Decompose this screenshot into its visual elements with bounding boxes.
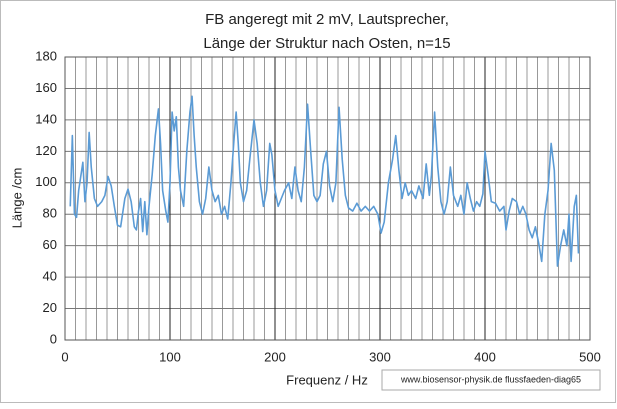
x-axis-label: Frequenz / Hz bbox=[286, 372, 368, 387]
y-tick-label: 80 bbox=[43, 206, 57, 221]
y-tick-label: 40 bbox=[43, 269, 57, 284]
x-tick-label: 100 bbox=[159, 349, 181, 364]
line bbox=[69, 95, 580, 267]
y-tick-label: 100 bbox=[35, 174, 57, 189]
y-tick-label: 20 bbox=[43, 300, 57, 315]
chart-title: FB angeregt mit 2 mV, Lautsprecher, bbox=[205, 11, 449, 28]
y-tick-label: 140 bbox=[35, 111, 57, 126]
plot-frame bbox=[64, 56, 591, 341]
x-tick-label: 400 bbox=[474, 349, 496, 364]
y-tick-label: 120 bbox=[35, 143, 57, 158]
x-tick-label: 0 bbox=[61, 349, 68, 364]
y-axis-label: Länge /cm bbox=[9, 168, 24, 229]
y-tick-label: 160 bbox=[35, 80, 57, 95]
annotation-box bbox=[381, 369, 601, 391]
y-tick-label: 60 bbox=[43, 237, 57, 252]
y-tick-label: 180 bbox=[35, 48, 57, 63]
y-tick-label: 0 bbox=[50, 331, 57, 346]
x-tick-label: 300 bbox=[369, 349, 391, 364]
annotation: www.biosensor-physik.de flussfaeden-diag… bbox=[400, 374, 581, 384]
chart-title: Länge der Struktur nach Osten, n=15 bbox=[203, 35, 450, 52]
x-tick-label: 200 bbox=[264, 349, 286, 364]
x-tick-label: 500 bbox=[579, 349, 601, 364]
